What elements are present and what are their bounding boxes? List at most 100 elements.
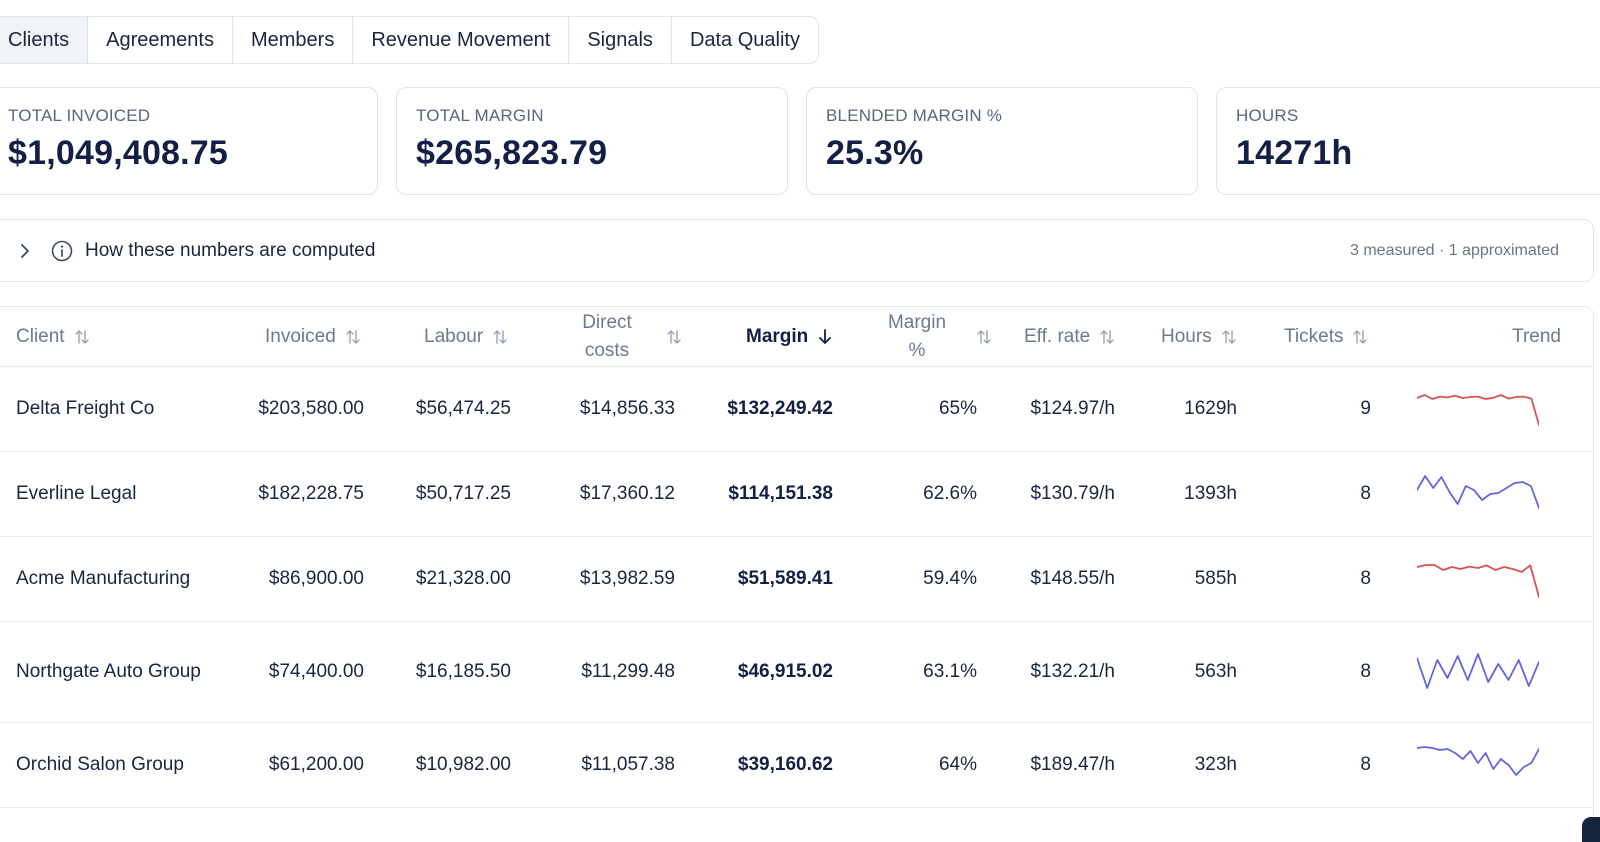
margin-value: $51,589.41	[737, 568, 833, 589]
tickets-value: 8	[1360, 661, 1371, 682]
tickets-value: 8	[1360, 483, 1371, 504]
client-name: Orchid Salon Group	[16, 754, 184, 775]
tickets-value: 8	[1360, 754, 1371, 775]
margin-value: $39,160.62	[737, 754, 833, 775]
kpi-row: TOTAL INVOICED $1,049,408.75 TOTAL MARGI…	[0, 87, 1600, 195]
kpi-hours: HOURS 14271h	[1216, 87, 1600, 195]
margin-pct-value: 62.6%	[923, 483, 977, 504]
direct-costs-value: $11,057.38	[581, 754, 675, 775]
sort-descending-icon	[816, 328, 834, 346]
sort-icon	[975, 328, 993, 346]
margin-value: $132,249.42	[727, 398, 833, 419]
sort-icon	[1351, 328, 1369, 346]
kpi-label: TOTAL MARGIN	[416, 106, 544, 125]
labour-value: $10,982.00	[415, 754, 511, 775]
clients-table: Client Invoiced Labour Direct costs Marg…	[0, 306, 1594, 842]
kpi-label: BLENDED MARGIN %	[826, 106, 1003, 125]
hours-value: 1393h	[1184, 483, 1237, 504]
labour-value: $16,185.50	[415, 661, 511, 682]
trend-sparkline	[1417, 622, 1539, 722]
column-header-invoiced[interactable]: Invoiced	[265, 307, 362, 367]
tab-agreements[interactable]: Agreements	[88, 17, 233, 63]
eff-rate-value: $189.47/h	[1030, 754, 1115, 775]
labour-value: $56,474.25	[415, 398, 511, 419]
sort-icon	[491, 328, 509, 346]
column-label: Client	[16, 326, 65, 347]
sort-icon	[344, 328, 362, 346]
invoiced-value: $86,900.00	[268, 568, 364, 589]
kpi-value: $265,823.79	[416, 134, 608, 172]
kpi-blended-margin: BLENDED MARGIN % 25.3%	[806, 87, 1198, 195]
trend-sparkline	[1417, 537, 1539, 621]
client-name: Everline Legal	[16, 483, 137, 504]
invoiced-value: $61,200.00	[268, 754, 364, 775]
kpi-label: TOTAL INVOICED	[8, 106, 151, 125]
column-label: Trend	[1512, 326, 1561, 347]
kpi-label: HOURS	[1236, 106, 1299, 125]
eff-rate-value: $132.21/h	[1030, 661, 1115, 682]
tickets-value: 8	[1360, 568, 1371, 589]
invoiced-value: $203,580.00	[258, 398, 364, 419]
labour-value: $50,717.25	[415, 483, 511, 504]
sort-icon	[1098, 328, 1116, 346]
eff-rate-value: $124.97/h	[1030, 398, 1115, 419]
column-label: Hours	[1161, 326, 1212, 347]
column-header-eff-rate[interactable]: Eff. rate	[1024, 307, 1116, 367]
trend-sparkline	[1417, 452, 1539, 536]
table-row[interactable]: Orchid Salon Group $61,200.00 $10,982.00 $1…	[0, 723, 1593, 808]
column-header-direct-costs[interactable]: Direct costs	[571, 307, 683, 367]
tab-bar: Clients Agreements Members Revenue Movem…	[0, 16, 819, 64]
client-name: Acme Manufacturing	[16, 568, 191, 589]
tab-members[interactable]: Members	[233, 17, 354, 63]
column-label: Margin	[746, 326, 809, 347]
column-label: Labour	[424, 326, 484, 347]
trend-sparkline	[1417, 367, 1539, 451]
column-header-client[interactable]: Client	[16, 307, 91, 367]
labour-value: $21,328.00	[415, 568, 511, 589]
column-header-tickets[interactable]: Tickets	[1284, 307, 1369, 367]
computation-explainer[interactable]: How these numbers are computed 3 measure…	[0, 219, 1594, 282]
margin-pct-value: 65%	[938, 398, 977, 419]
table-body: Delta Freight Co $203,580.00 $56,474.25 $14…	[0, 367, 1593, 808]
info-icon	[51, 240, 73, 262]
tab-revenue-movement[interactable]: Revenue Movement	[353, 17, 570, 63]
tab-clients[interactable]: Clients	[0, 17, 89, 63]
direct-costs-value: $13,982.59	[579, 568, 675, 589]
invoiced-value: $182,228.75	[258, 483, 364, 504]
hours-value: 563h	[1194, 661, 1237, 682]
table-row[interactable]: Acme Manufacturing $86,900.00 $21,328.00 $1…	[0, 537, 1593, 622]
sort-icon	[1220, 328, 1238, 346]
tab-signals[interactable]: Signals	[569, 17, 672, 63]
explainer-meta: 3 measured · 1 approximated	[1350, 241, 1559, 259]
tickets-value: 9	[1360, 398, 1371, 419]
sort-icon	[73, 328, 91, 346]
margin-value: $114,151.38	[728, 483, 833, 504]
column-header-hours[interactable]: Hours	[1161, 307, 1238, 367]
margin-pct-value: 59.4%	[923, 568, 977, 589]
help-launcher-button[interactable]	[1582, 817, 1600, 842]
eff-rate-value: $130.79/h	[1030, 483, 1115, 504]
hours-value: 323h	[1194, 754, 1237, 775]
chevron-right-icon[interactable]	[17, 243, 33, 259]
column-label: Margin %	[887, 312, 947, 361]
direct-costs-value: $11,299.48	[581, 661, 675, 682]
tab-data-quality[interactable]: Data Quality	[689, 28, 800, 51]
client-name: Delta Freight Co	[16, 398, 155, 419]
column-label: Invoiced	[265, 326, 336, 347]
column-header-labour[interactable]: Labour	[424, 307, 509, 367]
column-header-margin[interactable]: Margin	[746, 307, 834, 367]
hours-value: 585h	[1194, 568, 1237, 589]
hours-value: 1629h	[1184, 398, 1237, 419]
trend-sparkline	[1417, 723, 1539, 807]
kpi-total-margin: TOTAL MARGIN $265,823.79	[396, 87, 788, 195]
table-row[interactable]: Delta Freight Co $203,580.00 $56,474.25 $14…	[0, 367, 1593, 452]
column-label: Eff. rate	[1024, 326, 1091, 347]
kpi-total-invoiced: TOTAL INVOICED $1,049,408.75	[0, 87, 378, 195]
direct-costs-value: $14,856.33	[579, 398, 675, 419]
column-header-margin-pct[interactable]: Margin %	[879, 307, 993, 367]
margin-value: $46,915.02	[737, 661, 833, 682]
direct-costs-value: $17,360.12	[579, 483, 675, 504]
table-header: Client Invoiced Labour Direct costs Marg…	[0, 307, 1593, 367]
table-row[interactable]: Northgate Auto Group $74,400.00 $16,185.50…	[0, 622, 1593, 723]
table-row[interactable]: Everline Legal $182,228.75 $50,717.25 $17,3…	[0, 452, 1593, 537]
